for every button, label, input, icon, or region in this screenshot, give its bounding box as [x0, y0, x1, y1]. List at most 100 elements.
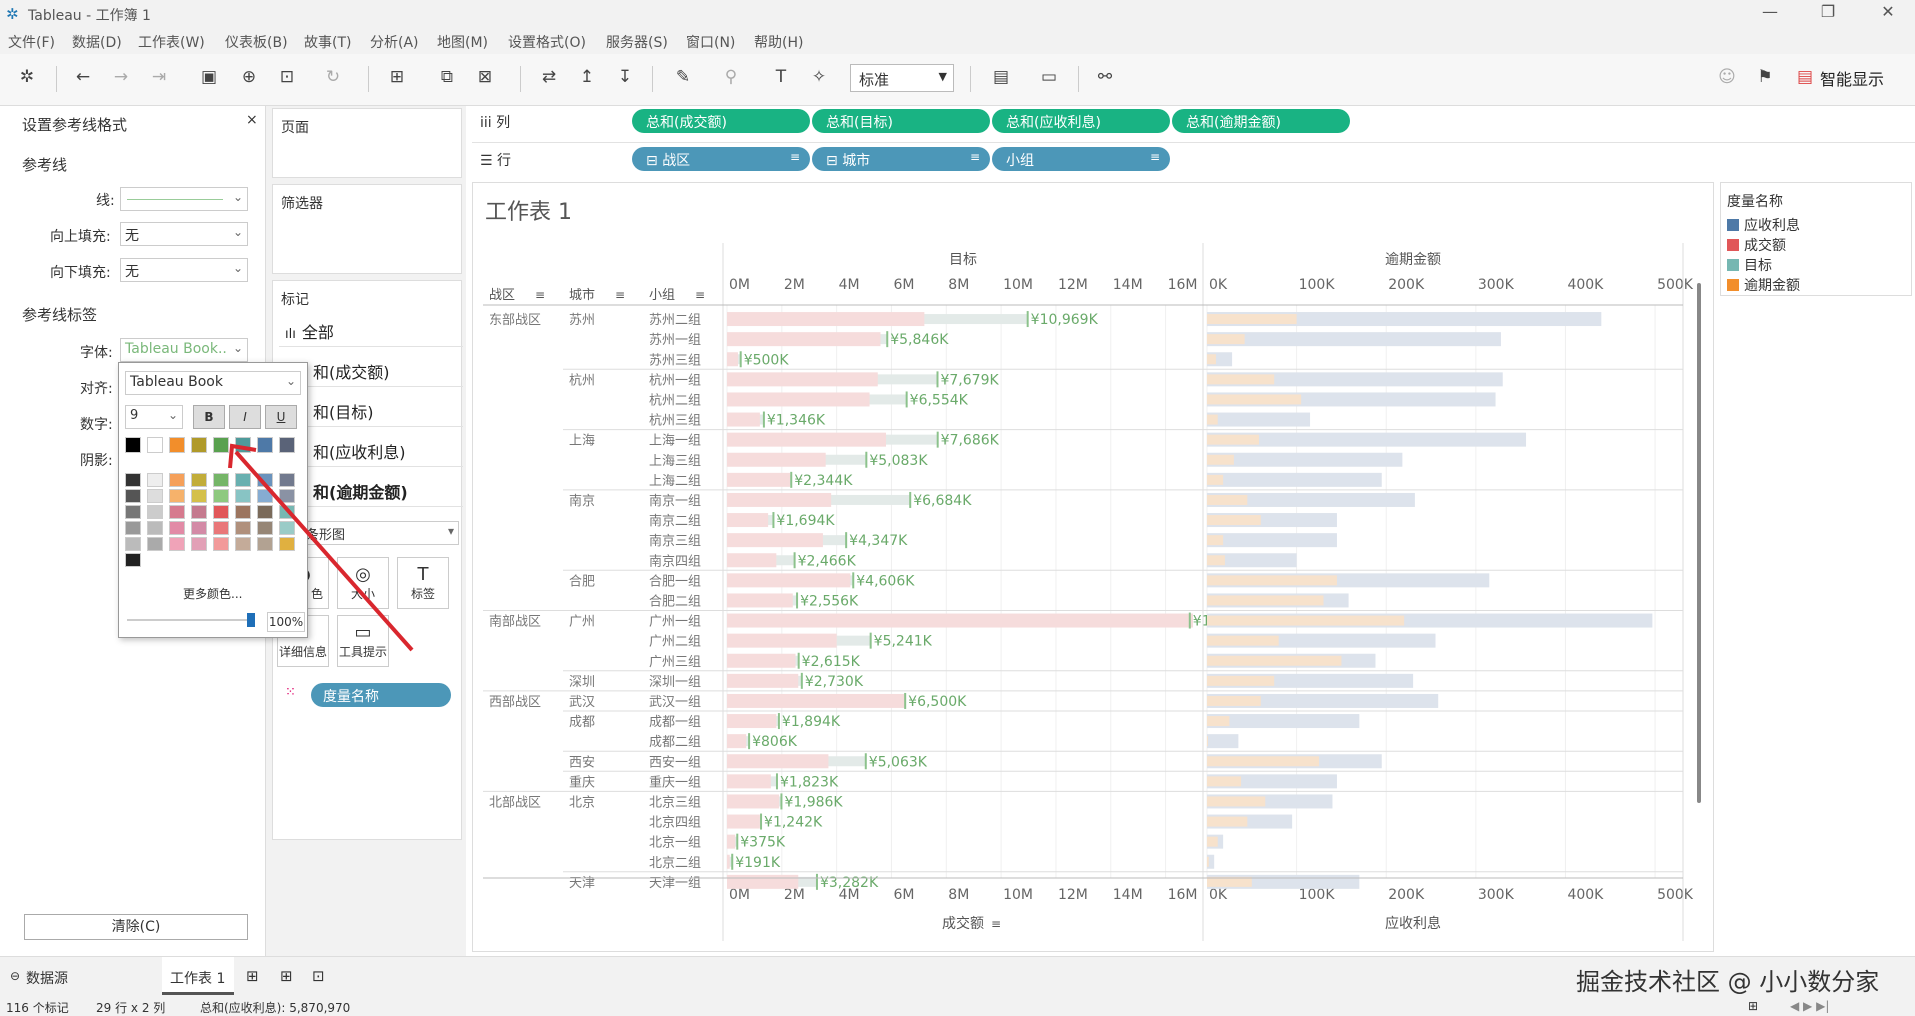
color-swatch[interactable]	[279, 489, 295, 503]
legend-item-interest[interactable]: 应收利息	[1727, 215, 1800, 235]
group-sort-icon[interactable]: ≡	[695, 288, 705, 302]
color-swatch[interactable]	[213, 505, 229, 519]
overdue-bar[interactable]	[1207, 756, 1320, 767]
pin-icon[interactable]: ⚑	[1757, 67, 1773, 87]
sales-bar[interactable]	[727, 794, 780, 809]
color-swatch[interactable]	[125, 489, 141, 503]
color-swatch[interactable]	[191, 521, 207, 535]
color-swatch[interactable]	[213, 473, 229, 487]
sales-bar[interactable]	[727, 653, 796, 668]
legend-item-sales[interactable]: 成交额	[1727, 235, 1786, 255]
sales-bar[interactable]	[727, 312, 925, 327]
interest-bar[interactable]	[1207, 412, 1311, 427]
presentation-mode-icon[interactable]: ▭	[1040, 67, 1058, 87]
measure-names-pill[interactable]: 度量名称	[311, 683, 451, 707]
menu-window[interactable]: 窗口(N)	[686, 35, 736, 51]
overdue-bar[interactable]	[1207, 334, 1245, 345]
tab-datasource[interactable]: 数据源	[26, 971, 68, 987]
tableau-avatar-icon[interactable]: ☺	[1718, 67, 1736, 87]
overdue-bar[interactable]	[1207, 695, 1261, 706]
column-pill-overdue[interactable]: 总和(逾期金额)	[1172, 109, 1350, 133]
color-swatch[interactable]	[147, 521, 163, 535]
overdue-bar[interactable]	[1207, 354, 1216, 365]
color-swatch[interactable]	[169, 521, 185, 535]
sales-bar[interactable]	[727, 834, 736, 849]
row-pill-group[interactable]: 小组 ≡	[992, 147, 1170, 171]
page-nav-icon[interactable]: ◀ ▶ ▶|	[1790, 999, 1830, 1013]
menu-worksheet[interactable]: 工作表(W)	[138, 35, 205, 51]
overdue-bar[interactable]	[1207, 314, 1297, 325]
sales-bar[interactable]	[727, 533, 823, 548]
vertical-scrollbar[interactable]	[1697, 283, 1701, 803]
color-swatch[interactable]	[147, 437, 163, 453]
color-swatch[interactable]	[169, 537, 185, 551]
label-button[interactable]: T 标签	[397, 557, 449, 609]
size-button[interactable]: ◎ 大小	[337, 557, 389, 609]
sales-bar[interactable]	[727, 714, 777, 729]
row-pill-region[interactable]: ⊟ 战区 ≡	[632, 147, 810, 171]
interest-bar[interactable]	[1207, 432, 1527, 447]
grid-view-icon[interactable]: ⊞	[1748, 999, 1759, 1013]
fill-above-dropdown[interactable]: 无 ⌄	[120, 222, 248, 246]
sales-bar[interactable]	[727, 472, 791, 487]
overdue-bar[interactable]	[1207, 716, 1230, 727]
color-swatch[interactable]	[191, 505, 207, 519]
sales-bar[interactable]	[727, 854, 730, 869]
filters-card[interactable]: 筛选器	[272, 184, 462, 274]
menu-dashboard[interactable]: 仪表板(B)	[225, 35, 288, 51]
interest-bar[interactable]	[1207, 332, 1501, 347]
sales-axis-sort-icon[interactable]: ≡	[991, 917, 1001, 931]
color-swatch[interactable]	[279, 537, 295, 551]
color-swatch[interactable]	[169, 473, 185, 487]
overdue-bar[interactable]	[1207, 595, 1324, 606]
new-worksheet-icon[interactable]: ⊞	[389, 67, 405, 87]
share-icon[interactable]: ⚯	[1097, 67, 1113, 87]
color-swatch[interactable]	[191, 537, 207, 551]
overdue-bar[interactable]	[1207, 374, 1275, 385]
color-swatch[interactable]	[257, 437, 273, 453]
color-swatch[interactable]	[257, 473, 273, 487]
marks-tab-sales[interactable]: 和(成交额)	[279, 351, 463, 387]
pause-update-icon[interactable]: ⊡	[279, 67, 295, 87]
legend-item-target[interactable]: 目标	[1727, 255, 1772, 275]
opacity-slider[interactable]	[127, 619, 251, 621]
sales-bar[interactable]	[727, 774, 771, 789]
column-pill-interest[interactable]: 总和(应收利息)	[992, 109, 1170, 133]
color-swatch[interactable]	[213, 437, 229, 453]
group-members-icon[interactable]: ⚲	[724, 67, 738, 87]
overdue-bar[interactable]	[1207, 675, 1275, 686]
fit-dropdown[interactable]: 标准 ▼	[850, 64, 954, 92]
color-swatch[interactable]	[279, 437, 295, 453]
overdue-bar[interactable]	[1207, 454, 1234, 465]
color-swatch[interactable]	[125, 505, 141, 519]
menu-analysis[interactable]: 分析(A)	[370, 35, 419, 51]
color-swatch[interactable]	[125, 553, 141, 567]
new-worksheet-tab-icon[interactable]: ⊞	[246, 967, 259, 985]
tab-sheet1[interactable]: 工作表 1	[162, 957, 234, 995]
sales-bar[interactable]	[727, 392, 870, 407]
color-swatch[interactable]	[125, 537, 141, 551]
highlight-icon[interactable]: ✎	[675, 67, 691, 87]
color-swatch[interactable]	[147, 473, 163, 487]
duplicate-sheet-icon[interactable]: ⧉	[440, 67, 454, 87]
popup-font-dropdown[interactable]: Tableau Book ⌄	[125, 371, 301, 395]
font-dropdown[interactable]: Tableau Book.. ⌄	[120, 338, 248, 362]
column-pill-sales[interactable]: 总和(成交额)	[632, 109, 810, 133]
color-swatch[interactable]	[169, 437, 185, 453]
clear-sheet-icon[interactable]: ⊠	[477, 67, 493, 87]
fill-below-dropdown[interactable]: 无 ⌄	[120, 258, 248, 282]
underline-button[interactable]: U	[265, 405, 297, 429]
smart-show-icon[interactable]: ▤	[1796, 67, 1814, 87]
swap-rows-columns-icon[interactable]: ⇄	[541, 67, 557, 87]
close-window-icon[interactable]: ✕	[1881, 2, 1895, 21]
overdue-bar[interactable]	[1207, 736, 1208, 747]
interest-bar[interactable]	[1207, 492, 1415, 507]
menu-server[interactable]: 服务器(S)	[606, 35, 668, 51]
more-colors-link[interactable]: 更多颜色...	[183, 587, 243, 601]
show-mark-labels-icon[interactable]: T	[775, 67, 787, 87]
interest-bar[interactable]	[1207, 553, 1297, 568]
overdue-bar[interactable]	[1207, 555, 1225, 566]
interest-bar[interactable]	[1207, 854, 1215, 869]
sort-ascending-icon[interactable]: ↥	[579, 67, 595, 87]
overdue-bar[interactable]	[1207, 515, 1261, 526]
